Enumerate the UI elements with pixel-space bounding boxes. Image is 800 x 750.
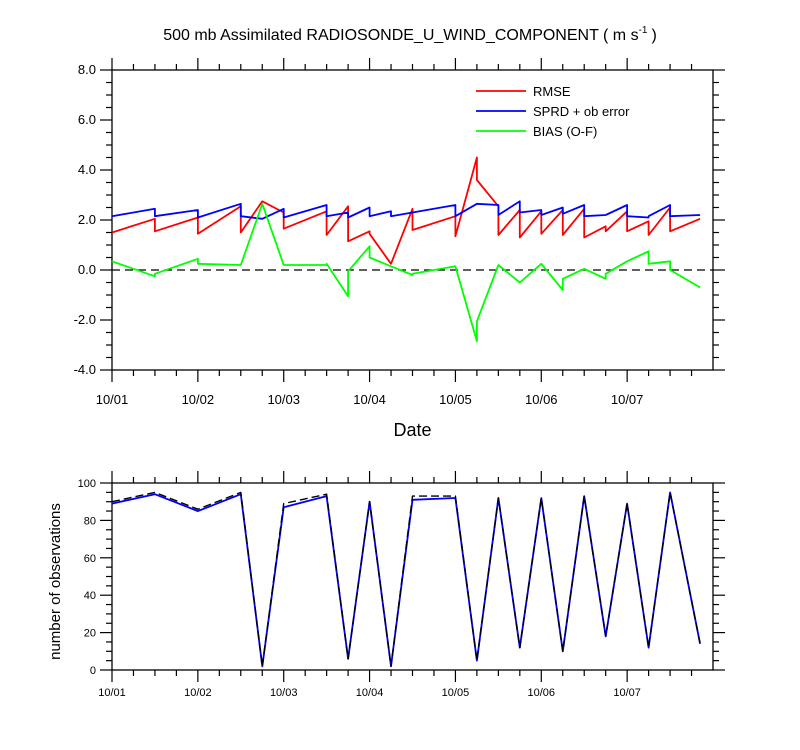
top-y-tick-label: 4.0 bbox=[78, 162, 96, 177]
bottom-y-tick-label: 80 bbox=[84, 515, 96, 527]
chart-title: 500 mb Assimilated RADIOSONDE_U_WIND_COM… bbox=[163, 25, 657, 44]
bottom-series-line-1 bbox=[111, 491, 701, 668]
top-chart: 10/01 10/02 10/03 10/04 10/05 10/06 10/07 -4.0 -… bbox=[74, 58, 725, 440]
legend-label-2: SPRD + ob error bbox=[533, 104, 630, 119]
top-y-tick-label: -4.0 bbox=[74, 362, 96, 377]
bottom-series-line-2 bbox=[111, 491, 701, 667]
top-series-line-3 bbox=[111, 202, 701, 343]
bottom-y-axis-label: number of observations bbox=[47, 503, 64, 660]
top-y-tick-label: 8.0 bbox=[78, 62, 96, 77]
top-x-tick-label: 10/01 bbox=[96, 392, 129, 407]
bottom-x-tick-label: 10/06 bbox=[528, 687, 556, 699]
legend-label-1: RMSE bbox=[533, 84, 571, 99]
top-series-line-2 bbox=[111, 200, 701, 220]
top-x-tick-label: 10/03 bbox=[267, 392, 300, 407]
bottom-x-tick-label: 10/04 bbox=[356, 687, 384, 699]
bottom-y-tick-label: 0 bbox=[90, 665, 96, 677]
bottom-x-tick-label: 10/03 bbox=[270, 687, 298, 699]
top-x-tick-label: 10/05 bbox=[439, 392, 472, 407]
bottom-chart: 10/01 10/02 10/03 10/04 10/05 10/06 10/07 0 20 40… bbox=[47, 471, 725, 699]
top-y-tick-label: -2.0 bbox=[74, 312, 96, 327]
top-x-tick-label: 10/02 bbox=[182, 392, 215, 407]
top-series-line-1 bbox=[111, 156, 701, 265]
bottom-y-tick-label: 60 bbox=[84, 553, 96, 565]
bottom-x-tick-label: 10/02 bbox=[184, 687, 212, 699]
top-x-tick-label: 10/04 bbox=[353, 392, 386, 407]
bottom-y-tick-label: 20 bbox=[84, 628, 96, 640]
bottom-x-tick-label: 10/05 bbox=[442, 687, 470, 699]
top-x-tick-label: 10/07 bbox=[611, 392, 644, 407]
bottom-plot-frame bbox=[111, 482, 714, 671]
top-y-tick-label: 0.0 bbox=[78, 262, 96, 277]
top-y-tick-label: 2.0 bbox=[78, 212, 96, 227]
bottom-y-tick-label: 40 bbox=[84, 590, 96, 602]
bottom-x-tick-label: 10/01 bbox=[98, 687, 126, 699]
bottom-y-tick-label: 100 bbox=[78, 478, 96, 490]
top-y-tick-label: 6.0 bbox=[78, 112, 96, 127]
top-x-axis-label: Date bbox=[393, 420, 431, 440]
top-x-tick-label: 10/06 bbox=[525, 392, 558, 407]
bottom-x-tick-label: 10/07 bbox=[613, 687, 641, 699]
legend-label-3: BIAS (O-F) bbox=[533, 124, 597, 139]
